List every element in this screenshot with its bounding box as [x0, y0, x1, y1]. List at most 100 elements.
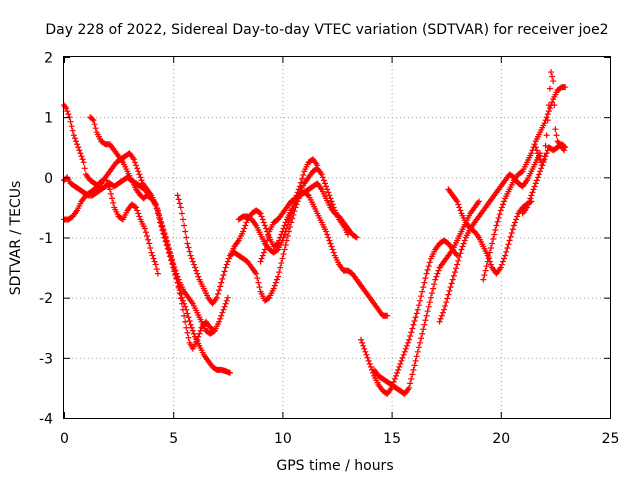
data-point	[177, 290, 184, 297]
data-point	[541, 156, 548, 163]
data-point	[130, 156, 137, 163]
data-point	[420, 284, 427, 291]
data-point	[533, 177, 540, 184]
data-point	[189, 327, 196, 334]
data-point	[445, 291, 452, 298]
data-point	[415, 302, 422, 309]
data-point	[323, 228, 330, 235]
data-point	[514, 213, 521, 220]
data-point	[148, 249, 155, 256]
data-point	[172, 267, 179, 274]
data-point	[447, 284, 454, 291]
data-point	[551, 102, 558, 109]
data-point	[147, 245, 154, 252]
data-point	[77, 150, 84, 157]
data-point	[78, 153, 85, 160]
data-point	[412, 314, 419, 321]
data-point	[224, 258, 231, 265]
data-point	[136, 213, 143, 220]
data-point	[410, 321, 417, 328]
data-point	[422, 317, 429, 324]
data-point	[530, 186, 537, 193]
data-point	[89, 116, 96, 123]
data-point	[325, 189, 332, 196]
data-point	[545, 102, 552, 109]
data-point	[136, 171, 143, 178]
data-point	[433, 273, 440, 280]
data-point	[260, 219, 267, 226]
data-point	[460, 240, 467, 247]
data-point	[329, 201, 336, 208]
data-point	[258, 255, 265, 262]
data-point	[511, 219, 518, 226]
data-point	[219, 309, 226, 316]
data-point	[162, 233, 169, 240]
data-point	[499, 258, 506, 265]
data-point	[495, 214, 502, 221]
data-point	[441, 306, 448, 313]
x-tick-label: 5	[169, 431, 178, 447]
data-point	[534, 174, 541, 181]
data-point	[186, 317, 193, 324]
data-point	[411, 362, 418, 369]
data-point	[183, 234, 190, 241]
data-point	[424, 308, 431, 315]
data-point	[480, 276, 487, 283]
y-tick-label: -2	[39, 291, 53, 307]
data-point	[429, 290, 436, 297]
data-point	[299, 175, 306, 182]
data-point	[419, 288, 426, 295]
data-point	[483, 263, 490, 270]
data-point	[70, 132, 77, 139]
data-point	[451, 269, 458, 276]
data-point	[219, 275, 226, 282]
data-point	[288, 210, 295, 217]
data-point	[545, 108, 552, 115]
data-point	[482, 267, 489, 274]
data-point	[524, 204, 531, 211]
data-point	[131, 159, 138, 166]
data-point	[152, 261, 159, 268]
data-point	[409, 371, 416, 378]
data-point	[180, 216, 187, 223]
data-point	[173, 270, 180, 277]
data-point	[489, 240, 496, 247]
data-point	[362, 348, 369, 355]
data-point	[131, 203, 138, 210]
data-point	[178, 210, 185, 217]
data-point	[531, 141, 538, 148]
data-point	[65, 111, 72, 118]
data-point	[358, 336, 365, 343]
data-point	[455, 257, 462, 264]
data-point	[491, 231, 498, 238]
data-point	[553, 132, 560, 139]
data-point	[486, 249, 493, 256]
data-point	[174, 273, 181, 280]
data-point	[259, 252, 266, 259]
data-point	[539, 162, 546, 169]
data-point	[326, 237, 333, 244]
data-point	[185, 314, 192, 321]
data-point	[218, 312, 225, 319]
data-point	[165, 245, 172, 252]
data-point	[407, 380, 414, 387]
data-point	[532, 180, 539, 187]
data-point	[413, 310, 420, 317]
data-point	[527, 195, 534, 202]
data-point	[481, 272, 488, 279]
data-point	[216, 287, 223, 294]
data-point	[214, 290, 221, 297]
data-point	[216, 318, 223, 325]
data-point	[273, 247, 280, 254]
data-point	[106, 186, 113, 193]
data-point	[193, 267, 200, 274]
data-point	[275, 273, 282, 280]
data-point	[419, 330, 426, 337]
data-point	[256, 209, 263, 216]
data-point	[455, 201, 462, 208]
data-point	[448, 280, 455, 287]
data-point	[177, 204, 184, 211]
data-point	[446, 287, 453, 294]
data-point	[146, 240, 153, 247]
data-point	[254, 275, 261, 282]
